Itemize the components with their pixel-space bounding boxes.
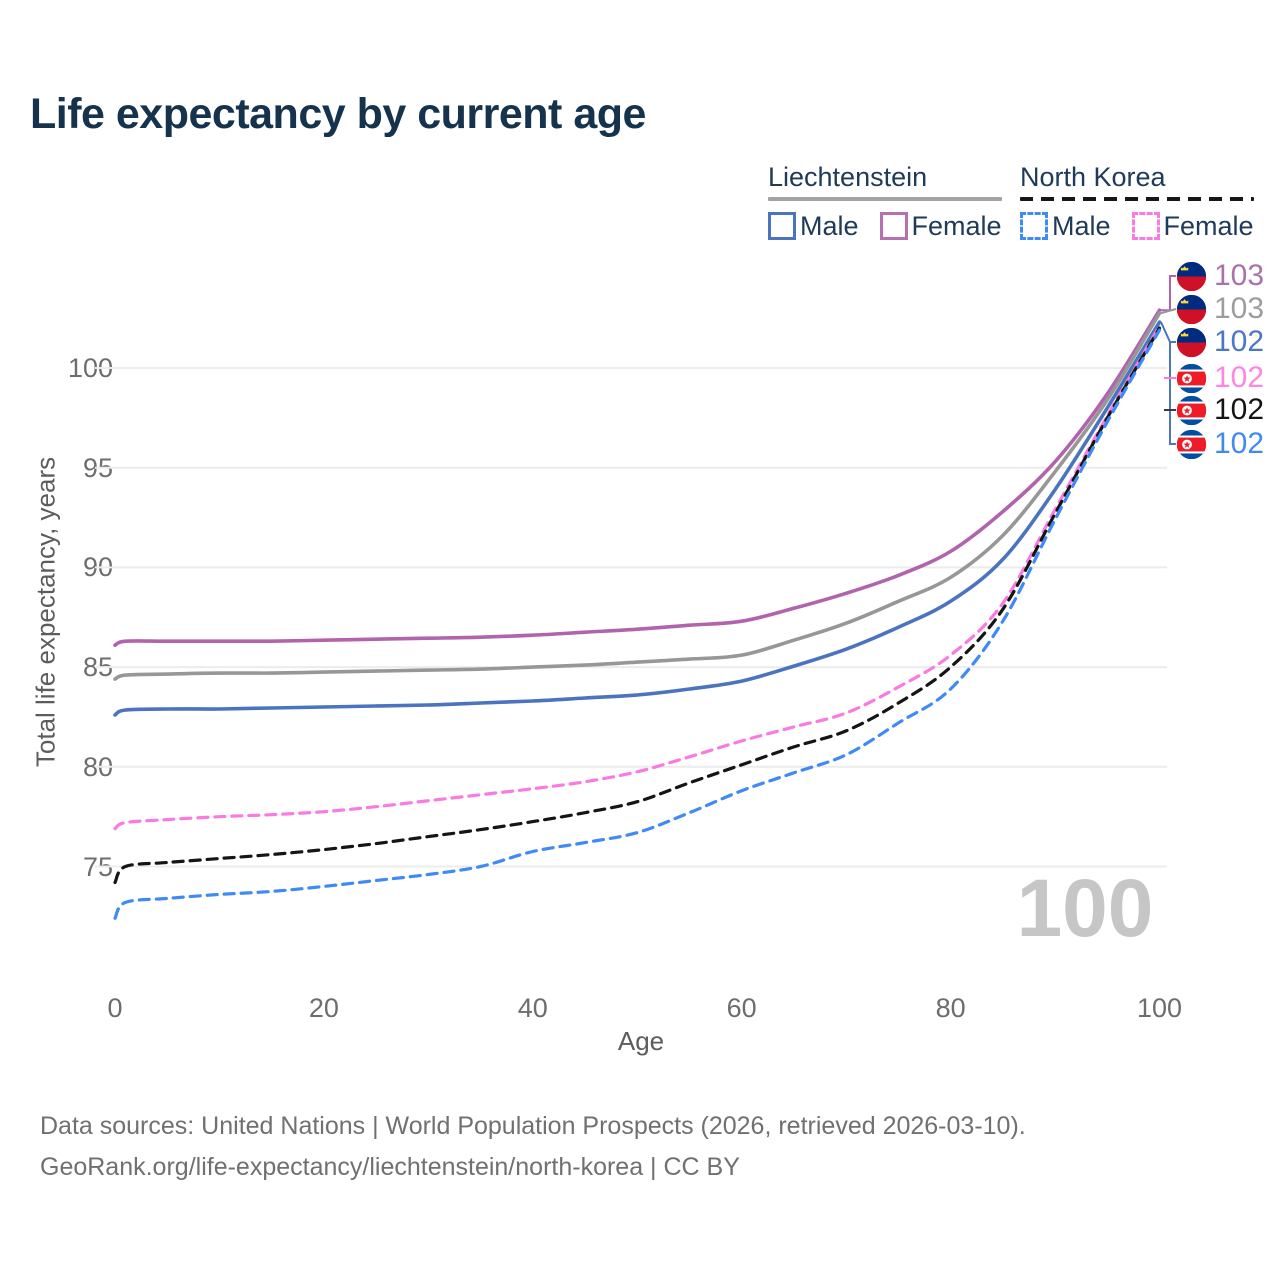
legend-underline-north-korea-dashed: [1020, 196, 1254, 201]
legend-underline-liechtenstein-solid: [768, 196, 1002, 201]
x-tick-label: 100: [1136, 993, 1183, 1023]
liechtenstein-flag-icon: [1176, 294, 1207, 324]
leader-line: [1160, 308, 1177, 315]
legend-item-liechtenstein-male[interactable]: Male: [768, 211, 859, 242]
legend-group-north-korea: North Korea Male Female: [1020, 162, 1254, 242]
north-korea-flag-icon: [1176, 429, 1207, 459]
x-tick-label: 20: [308, 993, 339, 1023]
legend-item-north-korea-male[interactable]: Male: [1020, 211, 1111, 242]
x-tick-label: 60: [726, 993, 757, 1023]
series-end-value-north-korea-both-sexes: 102: [1214, 393, 1265, 426]
solid-female-swatch-icon: [879, 212, 908, 241]
series-line-north-korea-male: [113, 328, 1162, 920]
series-end-value-liechtenstein-male: 102: [1214, 325, 1265, 358]
footer: Data sources: United Nations | World Pop…: [40, 1106, 1026, 1187]
legend-group-liechtenstein: Liechtenstein Male Female: [768, 162, 1002, 242]
liechtenstein-flag-icon: [1176, 261, 1207, 291]
legend-item-north-korea-female[interactable]: Female: [1131, 210, 1254, 242]
legend-country-liechtenstein[interactable]: Liechtenstein: [768, 162, 928, 192]
liechtenstein-flag-icon: [1176, 327, 1207, 357]
legend-country-north-korea[interactable]: North Korea: [1020, 162, 1166, 192]
series-line-liechtenstein-male: [113, 320, 1162, 717]
x-tick-label: 40: [517, 993, 548, 1023]
legend-label-male: Male: [1052, 210, 1111, 241]
north-korea-flag-icon: [1176, 363, 1207, 393]
x-tick-label: 0: [107, 993, 123, 1023]
series-line-north-korea-female: [113, 324, 1162, 831]
leader-line: [1160, 321, 1171, 343]
series-line-liechtenstein-female: [113, 308, 1162, 647]
legend-label-male: Male: [800, 210, 859, 241]
leader-line: [1161, 275, 1176, 312]
footer-attribution: GeoRank.org/life-expectancy/liechtenstei…: [40, 1152, 740, 1181]
x-tick-label: 80: [935, 993, 966, 1023]
x-axis-title: Age: [617, 1026, 665, 1056]
leader-line: [1169, 341, 1176, 445]
dashed-female-swatch-icon: [1131, 212, 1160, 241]
legend-label-female: Female: [1163, 210, 1254, 241]
series-end-value-north-korea-male: 102: [1214, 427, 1265, 460]
series-line-liechtenstein-both-sexes: [113, 311, 1162, 681]
page-title: Life expectancy by current age: [30, 90, 646, 138]
series-end-value-north-korea-female: 102: [1214, 361, 1265, 394]
legend-label-female: Female: [911, 210, 1002, 241]
footer-data-sources: Data sources: United Nations | World Pop…: [40, 1112, 1026, 1140]
dashed-male-swatch-icon: [1020, 212, 1048, 241]
north-korea-flag-icon: [1176, 395, 1207, 425]
series-line-north-korea-both-sexes: [113, 326, 1162, 885]
series-end-value-liechtenstein-both-sexes: 103: [1214, 292, 1265, 325]
solid-male-swatch-icon: [768, 212, 796, 241]
series-end-value-liechtenstein-female: 103: [1214, 259, 1265, 292]
age-counter-watermark: 100: [1016, 863, 1154, 954]
legend-item-liechtenstein-female[interactable]: Female: [879, 210, 1002, 242]
